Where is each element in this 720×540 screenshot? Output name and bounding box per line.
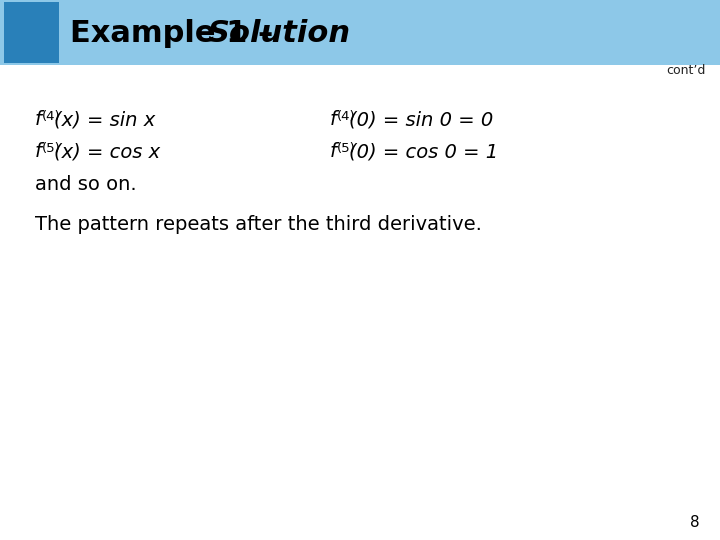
Text: f: f — [330, 110, 337, 129]
Text: (4): (4) — [337, 110, 356, 123]
Text: Example 1 –: Example 1 – — [70, 18, 284, 48]
Text: (x) = sin x: (x) = sin x — [54, 110, 155, 129]
Bar — [0, 0, 720, 65]
Bar — [4, 2, 59, 63]
Text: (5): (5) — [337, 141, 356, 154]
Text: 8: 8 — [690, 515, 700, 530]
Text: (0) = cos 0 = 1: (0) = cos 0 = 1 — [348, 142, 498, 161]
Text: (x) = cos x: (x) = cos x — [54, 142, 160, 161]
Text: (4): (4) — [42, 110, 60, 123]
Text: and so on.: and so on. — [35, 175, 137, 194]
Text: f: f — [35, 110, 42, 129]
Text: f: f — [330, 142, 337, 161]
Text: cont’d: cont’d — [667, 64, 706, 77]
Text: (5): (5) — [42, 141, 60, 154]
Text: f: f — [35, 142, 42, 161]
Text: Solution: Solution — [207, 18, 351, 48]
Text: (0) = sin 0 = 0: (0) = sin 0 = 0 — [348, 110, 493, 129]
Text: The pattern repeats after the third derivative.: The pattern repeats after the third deri… — [35, 215, 482, 234]
